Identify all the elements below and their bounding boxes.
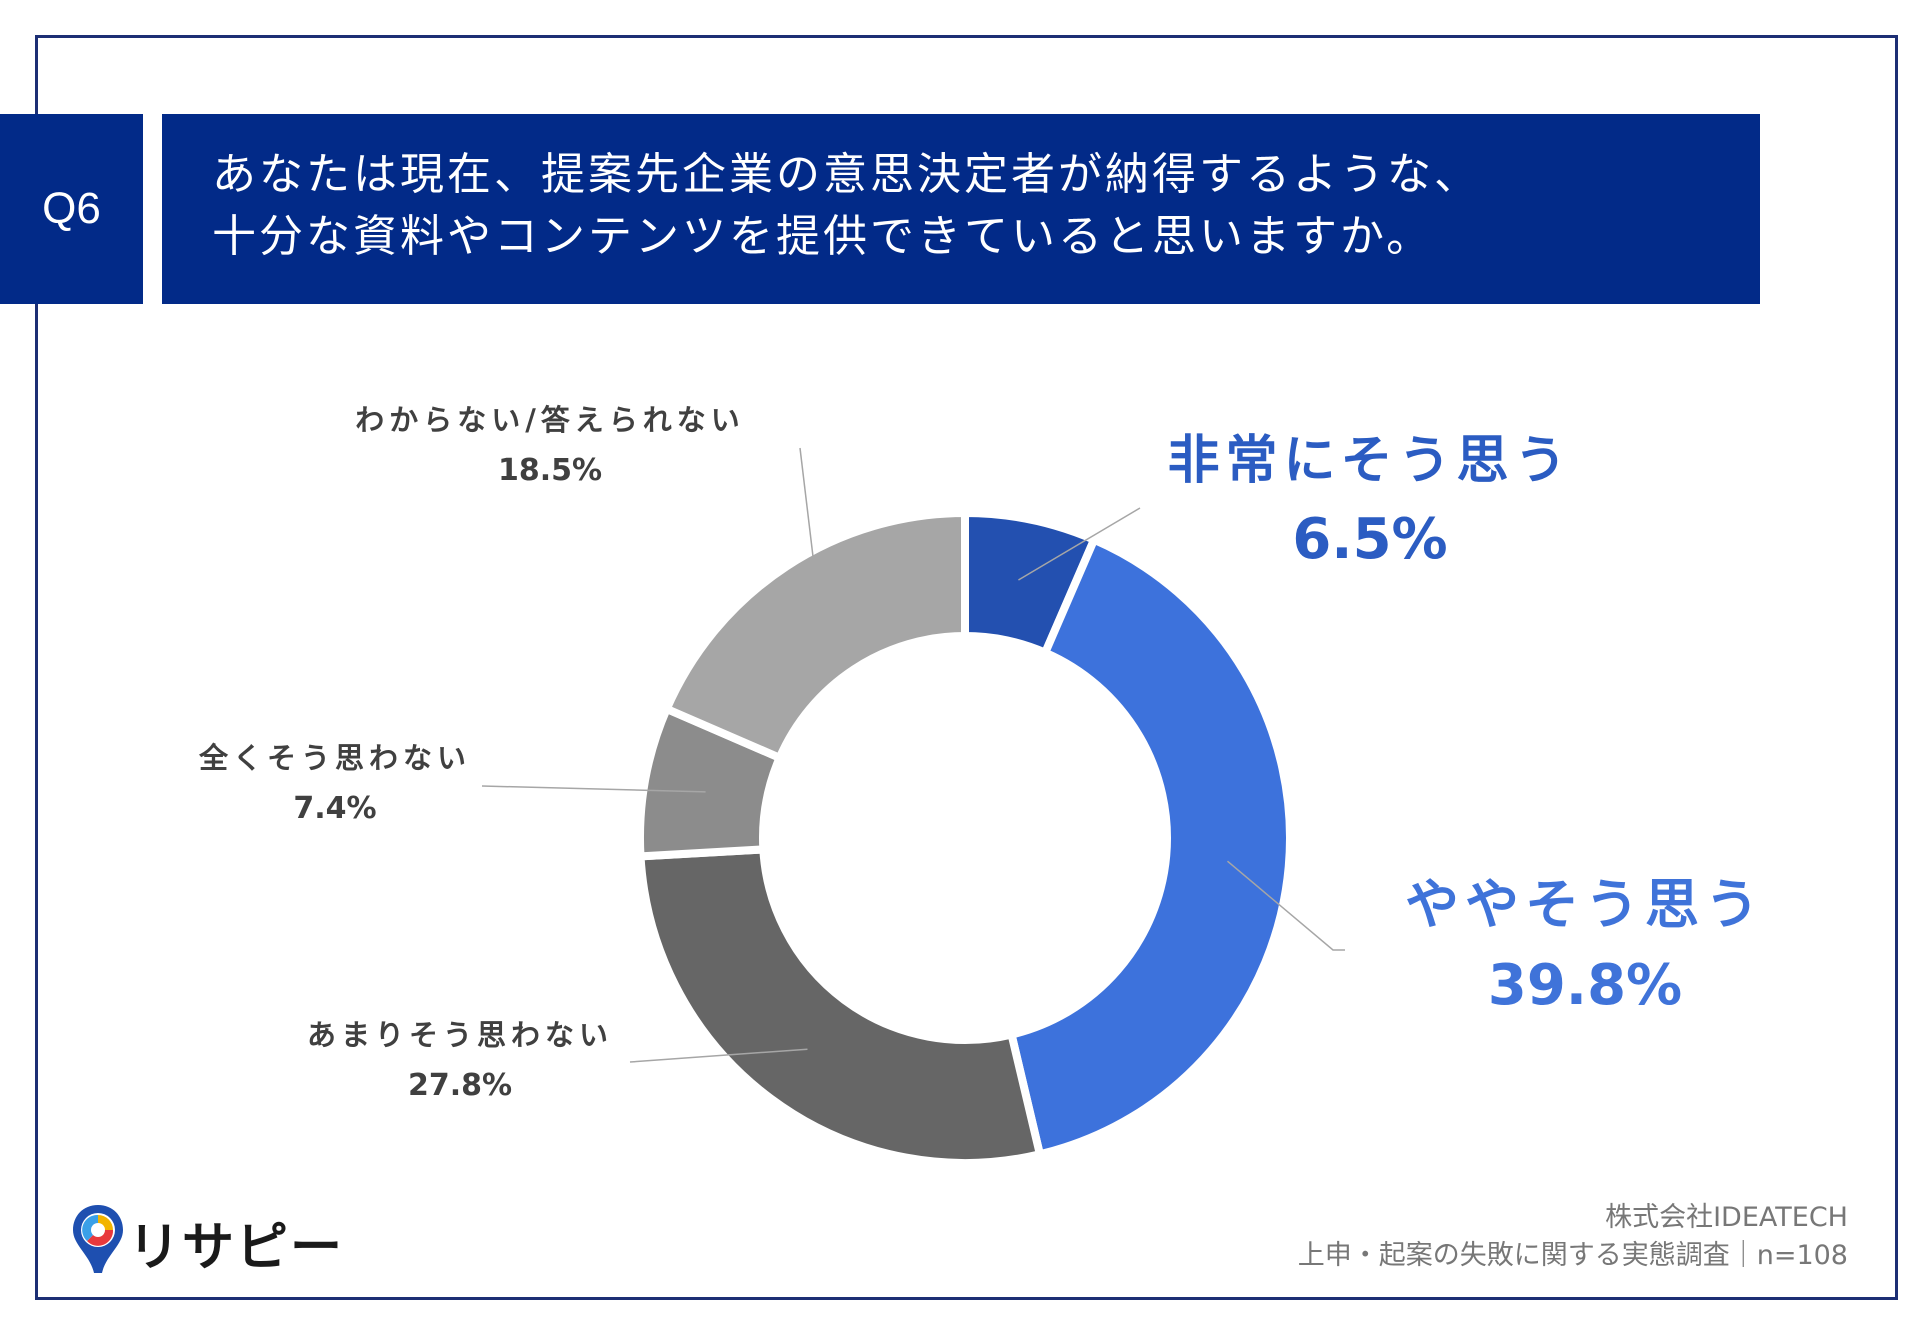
question-number-badge: Q6 [0,114,143,304]
category-label-not-at-all: 全くそう思わない [198,741,471,775]
slice-label-not-much: あまりそう思わない 27.8% [260,1012,660,1103]
donut-slice-dont-know [661,508,969,764]
slice-label-dont-know: わからない/答えられない 18.5% [320,397,780,488]
value-label-very-much: 6.5% [1292,507,1448,572]
pin-logo-icon [73,1205,123,1273]
logo-text: リサピー [128,1218,345,1278]
question-box: あなたは現在、提案先企業の意思決定者が納得するような、 十分な資料やコンテンツを… [162,114,1760,304]
leader-line-dont-know [799,447,822,618]
slice-label-very-much: 非常にそう思う 6.5% [1130,418,1610,572]
chart-frame [35,35,1898,1300]
category-label-very-much: 非常にそう思う [1167,431,1573,491]
value-label-not-much: 27.8% [407,1068,513,1103]
leader-line-somewhat [1226,860,1345,951]
source-company: 株式会社IDEATECH [1605,1202,1848,1233]
leader-line-very-much [1018,507,1141,581]
leader-line-not-much [629,1048,808,1063]
value-label-dont-know: 18.5% [497,453,603,488]
category-label-dont-know: わからない/答えられない [355,403,745,437]
donut-slice-not-much [636,845,1045,1168]
category-label-somewhat: ややそう思う [1405,873,1765,936]
slice-label-not-at-all: 全くそう思わない 7.4% [145,735,525,826]
value-label-somewhat: 39.8% [1487,953,1683,1018]
question-number: Q6 [42,184,101,233]
question-line-2: 十分な資料やコンテンツを提供できていると思いますか。 [212,211,1434,262]
slice-label-somewhat: ややそう思う 39.8% [1370,860,1800,1018]
leader-line-not-at-all [481,785,706,793]
value-label-not-at-all: 7.4% [293,791,377,826]
question-line-1: あなたは現在、提案先企業の意思決定者が納得するような、 [212,149,1481,200]
category-label-not-much: あまりそう思わない [306,1018,613,1052]
donut-slice-somewhat [1006,534,1294,1160]
source-survey: 上申・起案の失敗に関する実態調査｜n=108 [1297,1240,1848,1271]
